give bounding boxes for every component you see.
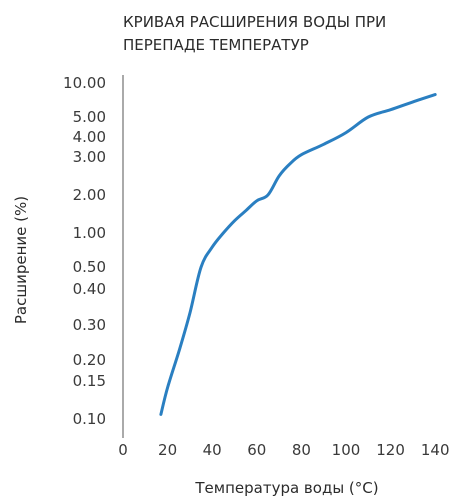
y-tick-label: 0.40 <box>73 280 106 298</box>
y-tick-label: 0.50 <box>73 258 106 276</box>
y-tick-label: 2.00 <box>73 186 106 204</box>
y-tick-labels: 0.10 0.15 0.20 0.30 0.40 0.50 1.00 2.00 3.00 4.00… <box>63 74 106 428</box>
chart-title: КРИВАЯ РАСШИРЕНИЯ ВОДЫ ПРИ ПЕРЕПАДЕ ТЕМП… <box>123 13 386 54</box>
y-tick-label: 10.00 <box>63 74 106 92</box>
y-tick-label: 0.15 <box>73 372 106 390</box>
y-tick-label: 5.00 <box>73 108 106 126</box>
y-tick-label: 0.30 <box>73 316 106 334</box>
y-tick-label: 4.00 <box>73 128 106 146</box>
x-tick-label: 40 <box>203 441 222 459</box>
x-tick-label: 0 <box>118 441 128 459</box>
y-tick-label: 0.10 <box>73 410 106 428</box>
y-tick-label: 0.20 <box>73 351 106 369</box>
y-axis-label: Расширение (%) <box>12 196 30 324</box>
y-tick-label: 1.00 <box>73 224 106 242</box>
x-tick-label: 120 <box>376 441 405 459</box>
chart-title-line-1: КРИВАЯ РАСШИРЕНИЯ ВОДЫ ПРИ <box>123 13 386 31</box>
x-tick-labels: 0 20 40 60 80 100 120 140 <box>118 441 449 459</box>
x-tick-label: 60 <box>247 441 266 459</box>
y-tick-label: 3.00 <box>73 148 106 166</box>
x-axis-label: Температура воды (°C) <box>194 479 378 497</box>
x-tick-label: 140 <box>421 441 450 459</box>
expansion-curve-line <box>159 93 437 416</box>
x-tick-label: 80 <box>292 441 311 459</box>
x-tick-label: 20 <box>158 441 177 459</box>
chart-title-line-2: ПЕРЕПАДЕ ТЕМПЕРАТУР <box>123 36 309 54</box>
x-tick-label: 100 <box>332 441 361 459</box>
